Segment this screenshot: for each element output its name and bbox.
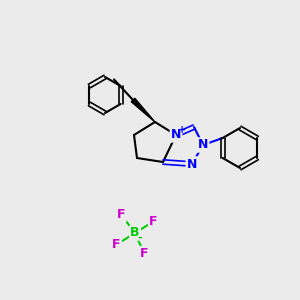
Text: N: N [198,139,208,152]
Text: B: B [130,226,140,239]
Text: F: F [149,215,158,228]
Polygon shape [131,98,155,122]
Text: F: F [117,208,125,221]
Text: N: N [171,128,181,142]
Text: N: N [187,158,197,170]
Text: F: F [112,238,121,251]
Text: F: F [140,247,148,260]
Text: -: - [138,233,142,243]
Text: +: + [178,125,186,135]
